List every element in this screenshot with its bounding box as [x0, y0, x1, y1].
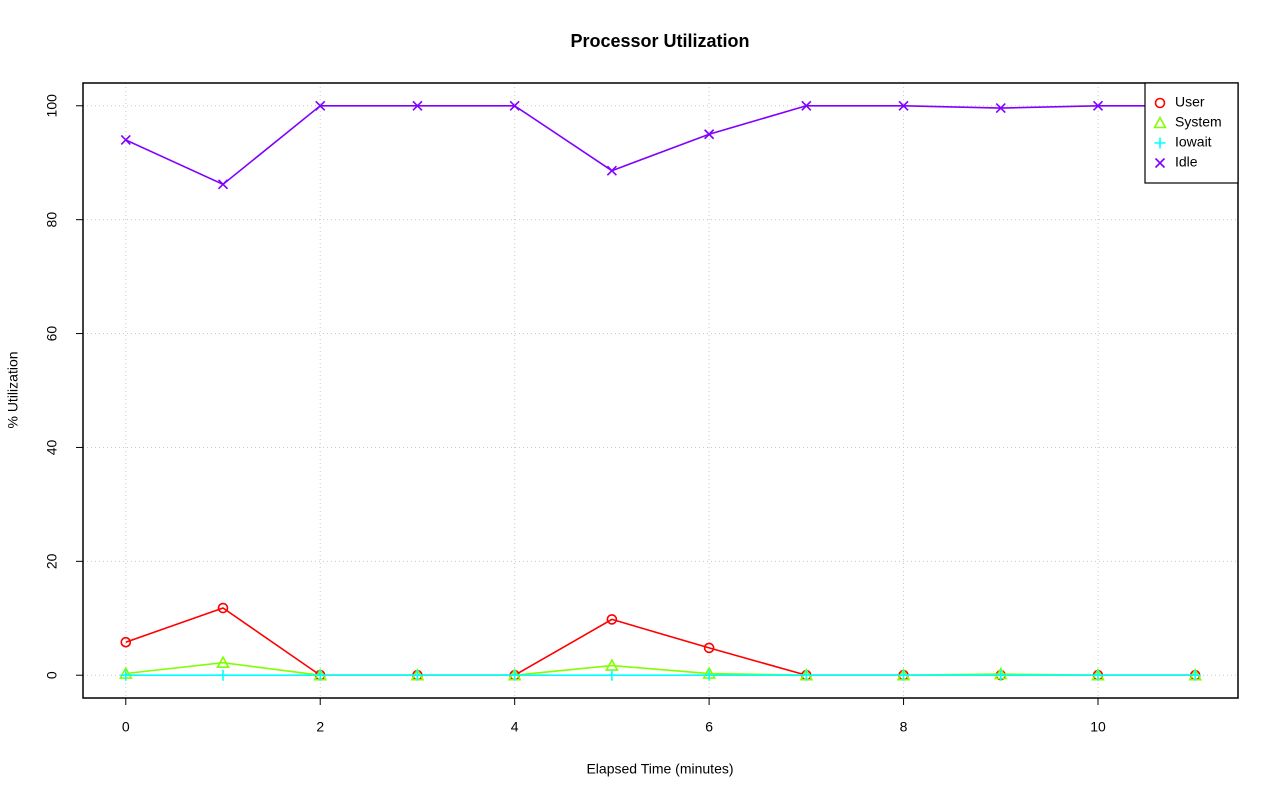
point [703, 669, 715, 681]
legend-label: Iowait [1175, 134, 1212, 150]
point [217, 602, 229, 614]
point [315, 100, 326, 111]
series-line [125, 661, 1196, 677]
legend-label: System [1175, 114, 1222, 130]
legend-marker [1154, 137, 1166, 149]
series-line [125, 607, 1196, 677]
point [509, 669, 521, 681]
point [216, 655, 230, 668]
y-axis-label: % Utilization [5, 351, 21, 428]
point [898, 100, 909, 111]
point [801, 100, 812, 111]
point [1189, 669, 1201, 681]
legend-label: User [1175, 94, 1205, 110]
point [120, 636, 132, 648]
x-tick-label: 8 [900, 719, 908, 735]
point [800, 669, 812, 681]
point [703, 642, 715, 654]
point [995, 102, 1006, 114]
x-tick-label: 10 [1090, 719, 1106, 735]
point [412, 100, 423, 111]
point [606, 669, 618, 681]
point [606, 614, 618, 625]
y-tick-label: 0 [44, 671, 60, 679]
series-line [125, 104, 1196, 186]
legend-box [1144, 82, 1239, 184]
point [1092, 669, 1104, 681]
point [704, 129, 715, 140]
x-tick-label: 4 [511, 719, 519, 735]
x-tick-label: 6 [705, 719, 713, 735]
point [509, 100, 520, 111]
plot-frame [82, 82, 1239, 699]
point [217, 179, 229, 190]
y-tick-label: 80 [44, 212, 60, 228]
point [995, 669, 1007, 681]
point [411, 669, 423, 681]
chart-title: Processor Utilization [570, 31, 749, 51]
point [314, 669, 326, 681]
x-axis-label: Elapsed Time (minutes) [586, 761, 733, 777]
y-tick-label: 100 [44, 94, 60, 118]
y-tick-label: 60 [44, 326, 60, 342]
legend-marker [1154, 97, 1166, 109]
legend-marker [1154, 157, 1166, 169]
legend-label: Idle [1175, 154, 1198, 170]
y-tick-label: 20 [44, 553, 60, 569]
x-tick-label: 2 [316, 719, 324, 735]
point [1092, 100, 1104, 111]
point [606, 165, 617, 176]
point [120, 669, 132, 681]
y-tick-label: 40 [44, 439, 60, 455]
point [217, 669, 229, 681]
point [898, 669, 910, 681]
x-tick-label: 0 [122, 719, 130, 735]
legend-marker [1153, 115, 1167, 129]
point [120, 134, 131, 146]
